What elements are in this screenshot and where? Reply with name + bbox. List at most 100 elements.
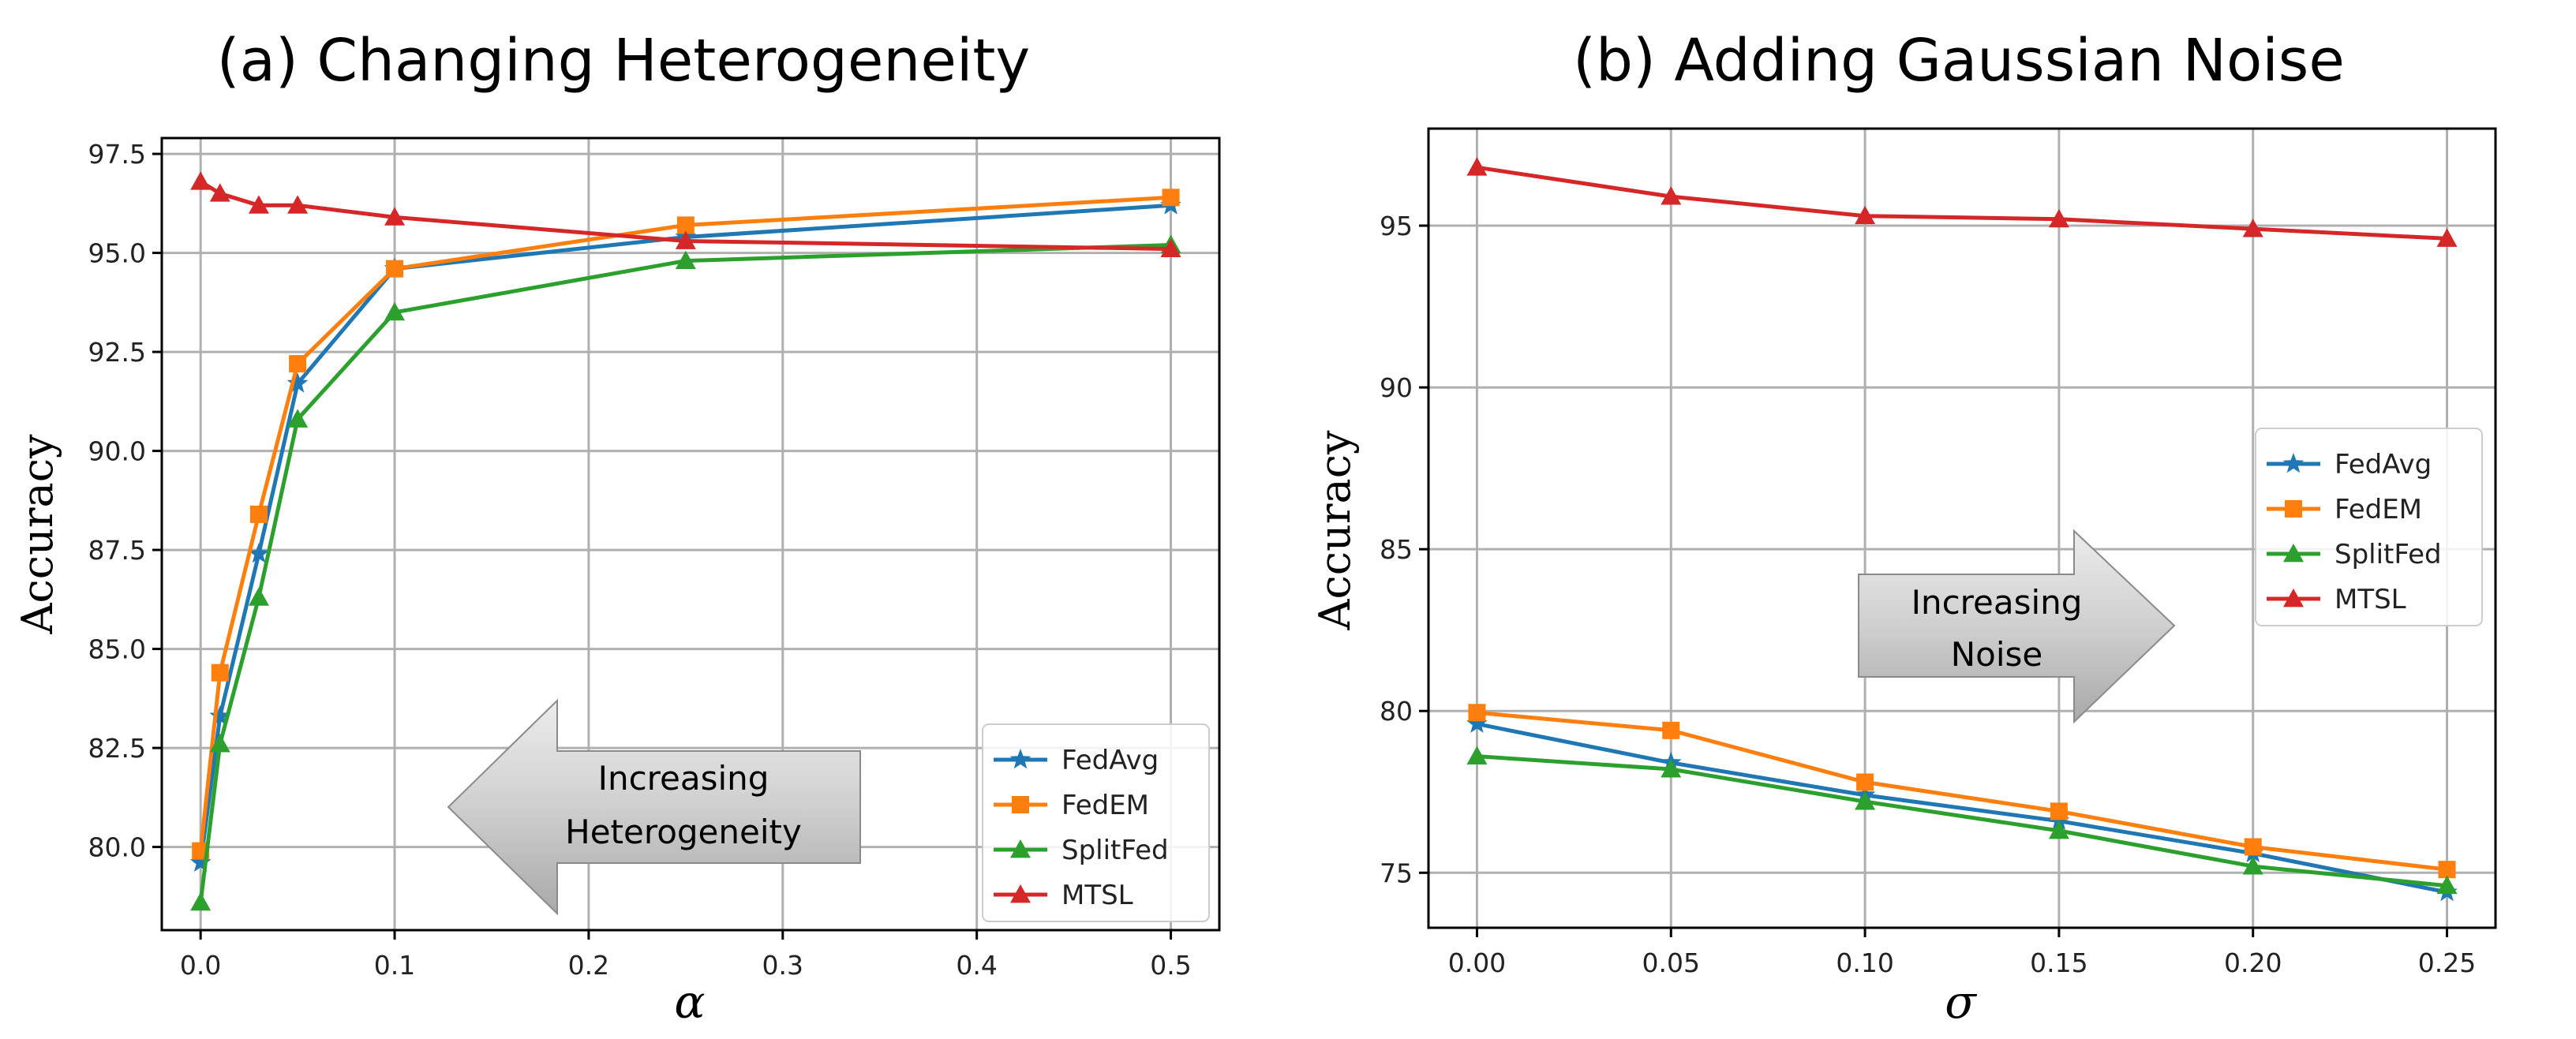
- data-point-splitfed: [209, 734, 230, 753]
- chart-a-frame: [160, 136, 1221, 932]
- data-point-fedem: [1162, 189, 1180, 207]
- chart-a-legend-box: [982, 723, 1210, 922]
- x-tick-label: 0.3: [762, 950, 803, 981]
- y-tick-label: 92.5: [88, 337, 146, 368]
- data-point-fedem: [2244, 838, 2262, 856]
- data-point-fedem: [211, 663, 229, 682]
- y-tick-label: 80: [1380, 696, 1413, 727]
- x-tick-label: 0.15: [2030, 947, 2087, 978]
- chart-b-frame: [1427, 127, 2497, 929]
- legend-label-splitfed: SplitFed: [2334, 539, 2442, 570]
- data-point-splitfed: [2436, 875, 2458, 895]
- data-point-mtsl: [2048, 208, 2069, 228]
- data-point-fedavg: [286, 372, 309, 393]
- data-point-fedem: [386, 260, 404, 278]
- x-tick-label: 0.4: [956, 950, 997, 981]
- x-tick-label: 0.2: [568, 950, 609, 981]
- data-point-splitfed: [248, 587, 269, 606]
- chart-a-ylabel: Accuracy: [13, 434, 62, 635]
- legend-label-mtsl: MTSL: [2334, 584, 2406, 615]
- x-tick-label: 0.1: [374, 950, 415, 981]
- legend-marker-fedem: [1012, 796, 1029, 813]
- data-point-fedem: [2438, 861, 2456, 879]
- x-tick-label: 0.00: [1448, 947, 1506, 978]
- data-point-splitfed: [190, 891, 212, 911]
- chart-b-arrow-shape: [1858, 529, 2176, 724]
- data-point-mtsl: [384, 207, 406, 226]
- chart-a-annotation-line2: Heterogeneity: [565, 813, 802, 851]
- legend-label-mtsl: MTSL: [1061, 880, 1133, 911]
- y-tick-label: 85: [1380, 534, 1413, 565]
- legend-label-fedem: FedEM: [2334, 494, 2422, 525]
- data-point-mtsl: [248, 195, 269, 214]
- chart-b-ylabel: Accuracy: [1310, 430, 1360, 631]
- legend-label-splitfed: SplitFed: [1061, 835, 1169, 866]
- chart-a-grid: [162, 138, 1219, 930]
- data-point-mtsl: [2242, 219, 2263, 237]
- data-point-mtsl: [209, 183, 230, 202]
- x-tick-label: 0.5: [1150, 950, 1191, 981]
- data-point-fedem: [1468, 704, 1486, 722]
- data-point-splitfed: [2048, 820, 2069, 839]
- chart-a-legend: FedAvg FedEM SplitFed MTSL: [982, 723, 1210, 922]
- data-point-splitfed: [384, 301, 406, 321]
- data-point-fedem: [249, 505, 268, 523]
- legend-marker-splitfed: [1010, 839, 1031, 858]
- data-point-mtsl: [1855, 205, 1876, 225]
- legend-marker-fedavg: [1009, 749, 1032, 769]
- data-point-splitfed: [287, 409, 309, 428]
- series-line-mtsl: [1477, 165, 2447, 241]
- data-point-mtsl: [287, 195, 309, 214]
- legend-label-fedem: FedEM: [1061, 790, 1149, 821]
- data-point-fedem: [1662, 721, 1680, 739]
- series-line-fedem: [1477, 710, 2447, 872]
- data-point-mtsl: [1466, 157, 1488, 176]
- data-point-fedem: [2050, 802, 2068, 820]
- legend-label-fedavg: FedAvg: [2334, 449, 2432, 480]
- data-point-fedem: [1856, 773, 1874, 791]
- chart-panel-b: (b) Adding Gaussian Noise Increasing Noi…: [1310, 27, 2497, 1029]
- legend-marker-fedavg: [2282, 453, 2305, 473]
- data-point-mtsl: [1661, 186, 1682, 205]
- data-point-splitfed: [1661, 759, 1682, 778]
- y-tick-label: 80.0: [88, 832, 146, 863]
- chart-a-annotation: Increasing Heterogeneity: [447, 698, 861, 916]
- chart-b-legend: FedAvg FedEM SplitFed MTSL: [2255, 428, 2483, 626]
- y-tick-label: 97.5: [88, 139, 146, 170]
- data-point-splitfed: [1855, 791, 1876, 810]
- chart-b-series: [1466, 157, 2458, 902]
- x-tick-label: 0.0: [180, 950, 221, 981]
- legend-marker-splitfed: [2283, 544, 2304, 562]
- data-point-fedavg: [248, 543, 270, 563]
- data-point-fedavg: [189, 851, 212, 872]
- chart-b-legend-box: [2255, 428, 2483, 626]
- y-tick-label: 87.5: [88, 535, 146, 566]
- series-line-splitfed: [1477, 754, 2447, 888]
- legend-marker-fedem: [2285, 500, 2302, 518]
- chart-b-annotation: Increasing Noise: [1858, 529, 2176, 724]
- chart-b-ticks: 0.00 0.05 0.10 0.15 0.20 0.25 75 80 85 90 95: [1380, 211, 2476, 978]
- data-point-fedem: [289, 355, 307, 373]
- data-point-fedem: [676, 216, 695, 234]
- y-tick-label: 95: [1380, 211, 1413, 241]
- y-tick-label: 95.0: [88, 238, 146, 269]
- x-tick-label: 0.05: [1642, 947, 1700, 978]
- chart-b-xlabel: σ: [1945, 975, 1977, 1029]
- data-point-splitfed: [2242, 856, 2263, 875]
- data-point-fedavg: [209, 705, 231, 726]
- data-point-fedavg: [1466, 712, 1488, 733]
- legend-marker-mtsl: [1010, 884, 1031, 903]
- chart-b-annotation-line2: Noise: [1951, 635, 2043, 674]
- x-tick-label: 0.25: [2418, 947, 2476, 978]
- chart-a-xlabel: α: [674, 975, 705, 1029]
- x-tick-label: 0.20: [2224, 947, 2282, 978]
- data-point-splitfed: [675, 250, 696, 270]
- y-tick-label: 90: [1380, 372, 1413, 403]
- legend-marker-mtsl: [2283, 589, 2304, 607]
- data-point-mtsl: [190, 171, 212, 190]
- chart-a-title: (a) Changing Heterogeneity: [217, 27, 1030, 95]
- x-tick-label: 0.10: [1836, 947, 1893, 978]
- chart-panel-a: (a) Changing Heterogeneity Increasing He…: [13, 27, 1221, 1029]
- y-tick-label: 82.5: [88, 733, 146, 764]
